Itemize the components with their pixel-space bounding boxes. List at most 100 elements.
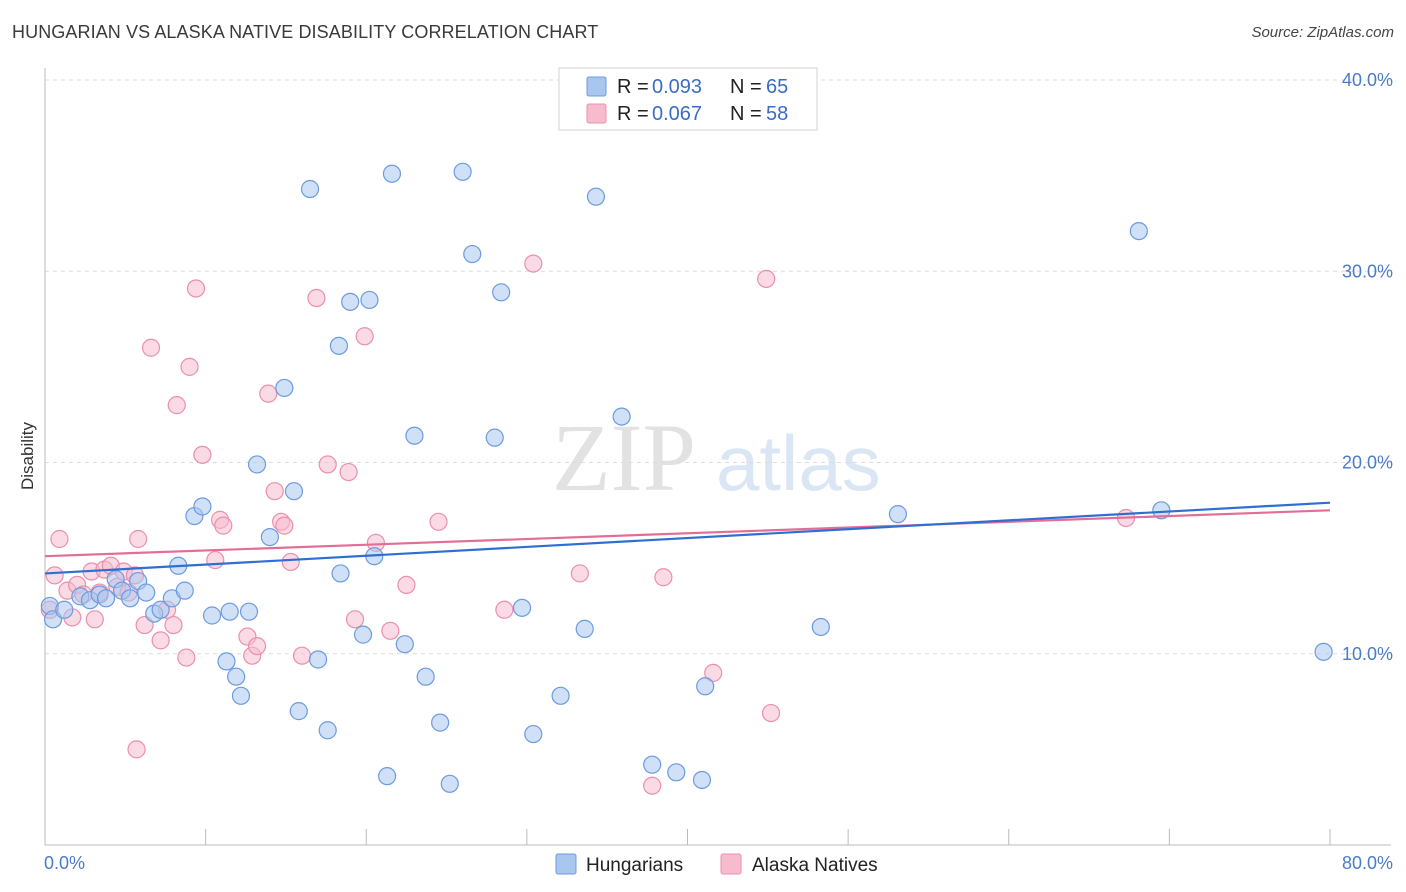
hungarians-trend-line [44,501,1331,575]
hungarian-point [329,336,349,355]
y-tick-label: 40.0% [1342,70,1393,90]
hungarian-point [331,564,350,583]
alaska-native-point [495,600,514,619]
hungarian-point [289,702,308,721]
hungarian-point [55,600,74,619]
trend-lines [44,501,1331,575]
hungarian-point [692,770,712,790]
alaska-native-point [761,703,781,723]
alaska-native-point [45,566,64,585]
alaska-native-point [704,663,723,682]
hungarian-point [643,755,662,774]
alaska-native-point [167,396,186,415]
hungarian-point [227,667,246,686]
legend-r-label-alaska-natives: R = [617,103,649,125]
alaska-natives-trend-line [44,509,1331,558]
hungarian-point [378,767,397,786]
alaska-native-point [151,631,170,650]
alaska-native-point [654,568,673,587]
alaska-native-point [180,357,199,376]
hungarian-point [612,407,631,426]
hungarian-point [300,179,320,199]
legend-bottom-swatch-hungarians [555,853,577,875]
hungarian-point [284,482,304,501]
legend-bottom-label-alaska-natives: Alaska Natives [752,855,878,876]
alaska-native-point [186,279,206,298]
hungarian-point [453,162,472,181]
hungarians-points [40,162,1333,793]
hungarian-point [239,602,259,621]
hungarian-point [275,378,294,398]
alaska-native-point [177,648,196,667]
y-tick-label: 20.0% [1342,453,1393,473]
hungarian-point [137,583,156,602]
hungarian-point [151,600,170,619]
alaska-native-point [214,516,233,535]
legend-swatch-hungarians [586,76,607,97]
hungarian-point [888,505,908,524]
hungarian-point [524,724,543,744]
alaska-native-point [50,529,69,549]
chart-title: HUNGARIAN VS ALASKA NATIVE DISABILITY CO… [12,22,599,42]
hungarian-point [512,598,532,617]
hungarian-point [1314,642,1333,661]
hungarian-point [382,164,402,183]
y-axis-tick-labels: 10.0% 20.0% 30.0% 40.0% [1342,70,1393,664]
hungarian-point [193,497,212,516]
legend-n-label-alaska-natives: N = [730,103,762,125]
hungarian-point [247,455,267,474]
hungarian-point [175,581,194,600]
alaska-native-point [129,529,148,549]
legend-bottom: Hungarians Alaska Natives [555,853,878,876]
hungarian-point [667,763,686,782]
hungarian-point [416,667,435,686]
source-label: Source: ZipAtlas.com [1251,24,1394,41]
hungarian-point [395,635,414,654]
legend-bottom-swatch-alaska-natives [720,853,742,875]
y-tick-label: 30.0% [1342,261,1393,281]
alaska-native-point [141,338,161,357]
hungarian-point [231,686,251,705]
alaska-native-point [127,740,146,759]
hungarian-point [492,283,511,302]
alaska-native-point [757,269,776,288]
hungarian-point [341,292,360,311]
hungarian-point [1129,221,1148,241]
alaska-natives-points [40,254,1136,795]
alaska-native-point [265,482,284,501]
hungarian-point [405,426,424,445]
legend-bottom-label-hungarians: Hungarians [586,855,683,876]
alaska-native-point [247,636,267,656]
legend-n-value-alaska-natives: 58 [766,103,788,125]
y-tick-label: 10.0% [1342,644,1393,664]
hungarian-point [586,187,606,206]
alaska-native-point [164,615,183,635]
legend-swatch-alaska-natives [586,103,607,124]
alaska-native-point [318,455,337,474]
hungarian-point [260,527,279,547]
alaska-native-point [292,646,312,665]
alaska-native-point [339,462,358,482]
hungarian-point [431,713,450,732]
legend-r-value-hungarians: 0.093 [652,76,702,98]
hungarian-point [1152,501,1171,520]
legend-top: R = 0.093 N = 65 R = 0.067 N = 58 [558,67,818,131]
hungarian-point [96,589,116,608]
hungarian-point [696,677,715,696]
legend-r-value-alaska-natives: 0.067 [652,103,702,125]
hungarian-point [440,774,459,793]
watermark: ZIP atlas [552,404,881,511]
x-tick-label-min: 0.0% [44,853,85,873]
alaska-native-point [281,552,300,572]
alaska-native-point [429,512,448,531]
alaska-native-point [307,288,326,308]
alaska-native-point [355,327,374,346]
hungarian-point [217,652,236,671]
gridlines [45,79,1391,655]
hungarian-point [485,428,504,447]
y-axis-label: Disability [18,421,37,490]
alaska-native-point [275,516,294,535]
alaska-native-point [397,575,416,595]
alaska-native-point [524,254,543,273]
